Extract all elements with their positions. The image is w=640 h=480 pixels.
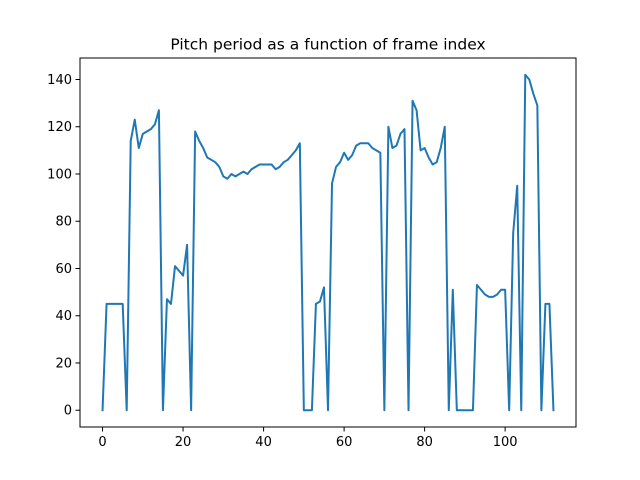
x-tick-label: 40 (255, 435, 272, 450)
x-tick-label: 100 (493, 435, 518, 450)
y-tick-label: 80 (55, 215, 72, 230)
y-tick-label: 20 (55, 356, 72, 371)
y-tick-label: 40 (55, 309, 72, 324)
y-tick-label: 120 (47, 120, 72, 135)
plot-frame (79, 57, 577, 428)
x-tick-label: 60 (336, 435, 353, 450)
y-tick-label: 60 (55, 262, 72, 277)
chart-title: Pitch period as a function of frame inde… (170, 36, 485, 54)
y-tick-label: 100 (47, 167, 72, 182)
x-tick-label: 80 (416, 435, 433, 450)
series-line-0 (101, 73, 555, 412)
x-tick-label: 0 (98, 435, 106, 450)
y-tick-label: 140 (47, 73, 72, 88)
y-tick-label: 0 (64, 404, 72, 419)
x-tick-label: 20 (175, 435, 192, 450)
plot-data (101, 73, 555, 412)
axes: 0 20 40 60 80 100 0 20 40 60 80 100 120 140 (47, 57, 577, 450)
